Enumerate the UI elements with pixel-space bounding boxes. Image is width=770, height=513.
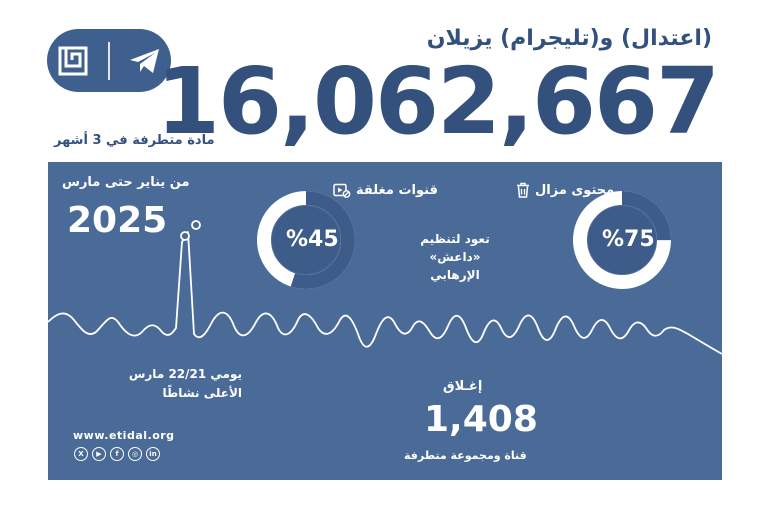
removed-content-percent: %75: [602, 227, 655, 252]
etidal-calligraphy-logo: [58, 46, 88, 75]
logo-divider: [108, 41, 110, 80]
removed-content-donut: [573, 191, 671, 289]
period-year: 2025: [67, 200, 168, 241]
total-removed-caption: مادة متطرفة في 3 أشهر: [54, 133, 215, 148]
page-title: (اعتدال) و(تليجرام) يزيلان: [426, 26, 712, 51]
youtube-icon[interactable]: ▶: [92, 447, 106, 461]
x-icon[interactable]: X: [74, 447, 88, 461]
removed-content-text: محتوى مزال: [535, 182, 615, 198]
peak-marker-2: [191, 220, 201, 230]
closure-label: إغـلاق: [443, 379, 483, 394]
social-links: X ▶ f ◎ in: [74, 447, 160, 461]
closure-number: 1,408: [424, 399, 538, 440]
peak-days-line2: الأعلى نشاطًا: [162, 385, 243, 400]
logo-badge: [47, 29, 171, 92]
closed-channels-text: قنوات مغلقة: [356, 183, 438, 198]
closed-channels-label: قنوات مغلقة: [333, 183, 438, 198]
isis-note: تعود لتنظيم «داعش» الإرهابي: [400, 230, 510, 284]
website-link[interactable]: www.etidal.org: [73, 429, 175, 442]
video-blocked-icon: [333, 183, 351, 198]
facebook-icon[interactable]: f: [110, 447, 124, 461]
closure-caption: قناة ومجموعة متطرفة: [404, 449, 527, 462]
telegram-icon: [130, 48, 159, 73]
closed-channels-donut: [257, 191, 355, 289]
closed-channels-percent: %45: [286, 227, 339, 252]
linkedin-icon[interactable]: in: [146, 447, 160, 461]
total-removed-number: 16,062,667: [155, 48, 720, 155]
trash-icon: [517, 182, 529, 198]
isis-note-line2: الإرهابي: [430, 268, 480, 282]
instagram-icon[interactable]: ◎: [128, 447, 142, 461]
peak-marker-1: [180, 231, 190, 241]
peak-days-line1: يومي 22/21 مارس: [128, 367, 242, 381]
peak-days-note: يومي 22/21 مارس الأعلى نشاطًا: [122, 365, 242, 402]
activity-waveline: [48, 191, 722, 355]
stats-panel: [48, 162, 722, 480]
period-label: من يناير حتى مارس: [62, 175, 190, 190]
isis-note-line1: تعود لتنظيم «داعش»: [420, 232, 490, 264]
removed-content-label: محتوى مزال: [516, 182, 614, 198]
